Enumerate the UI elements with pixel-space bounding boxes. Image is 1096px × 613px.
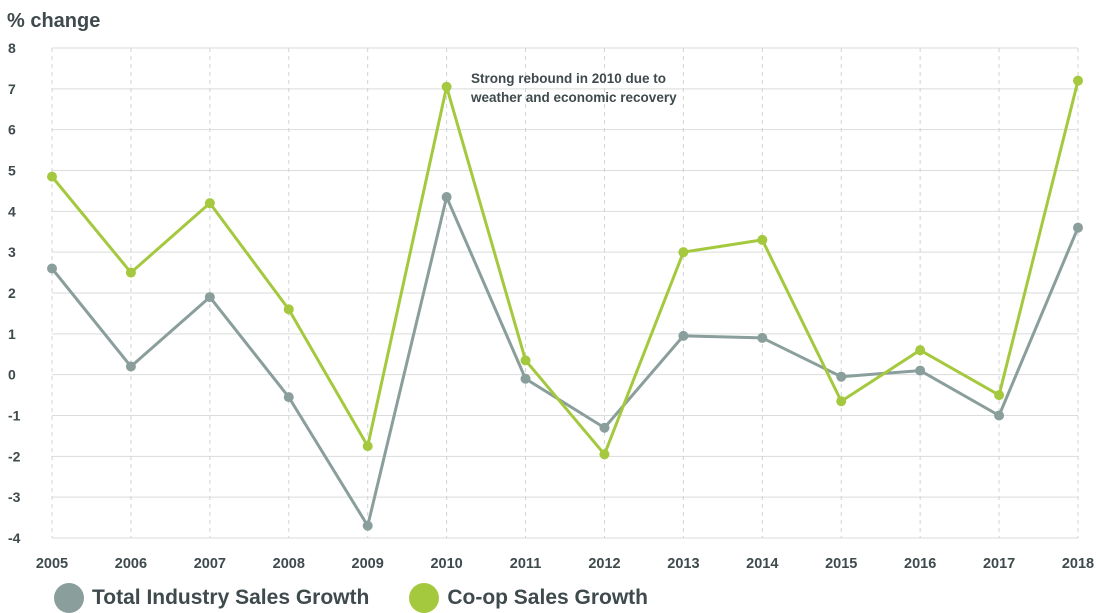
y-tick-label: 4	[8, 203, 16, 219]
legend-swatch-icon	[409, 583, 440, 613]
x-tick-label: 2005	[36, 556, 68, 572]
y-tick-label: -3	[8, 489, 21, 505]
y-axis-title: % change	[7, 10, 100, 32]
y-tick-label: 2	[8, 285, 16, 301]
grid	[51, 47, 1079, 539]
y-tick-label: 3	[8, 244, 16, 260]
data-point	[1073, 75, 1083, 86]
y-tick-label: 0	[8, 367, 16, 383]
data-point	[362, 520, 373, 531]
data-point	[283, 392, 294, 403]
data-point	[757, 332, 768, 343]
y-tick-label: -1	[8, 408, 21, 424]
x-tick-label: 2011	[510, 556, 541, 572]
x-tick-label: 2009	[352, 556, 384, 572]
x-tick-label: 2007	[194, 556, 226, 572]
series-1	[47, 192, 1083, 531]
legend-label: Total Industry Sales Growth	[92, 586, 370, 609]
x-tick-label: 2016	[904, 556, 936, 572]
x-axis-ticks: 2005 2006 2007 2008 2009 2010 2011 2012 2013 2014…	[36, 556, 1094, 572]
data-point	[757, 234, 768, 245]
data-point	[678, 247, 689, 258]
x-tick-label: 2006	[115, 556, 147, 572]
data-point	[204, 198, 215, 209]
y-tick-label: 1	[8, 326, 16, 342]
y-axis-ticks: -4 -3 -2 -1 0 1 2 3 4 5 6 7 8	[8, 40, 21, 546]
y-tick-label: 7	[8, 81, 16, 97]
data-point	[441, 81, 452, 92]
data-point	[836, 371, 847, 382]
data-point	[599, 449, 610, 460]
data-point	[441, 192, 452, 203]
series-2	[47, 75, 1083, 460]
legend-swatch-icon	[54, 583, 84, 613]
series-line	[50, 80, 1080, 456]
legend-label: Co-op Sales Growth	[447, 586, 649, 609]
y-tick-label: -4	[8, 530, 21, 546]
data-point	[836, 396, 847, 407]
data-point	[362, 441, 373, 452]
x-tick-label: 2013	[667, 556, 699, 572]
series-lines	[47, 75, 1083, 531]
legend-item: Co-op Sales Growth	[409, 583, 648, 613]
data-point	[1073, 222, 1083, 233]
chart-annotation: Strong rebound in 2010 due to weather and…	[470, 71, 677, 105]
y-tick-label: -2	[8, 448, 21, 464]
x-tick-label: 2012	[588, 556, 620, 572]
data-point	[204, 292, 215, 303]
data-point	[47, 171, 57, 182]
data-point	[47, 263, 57, 274]
annotation-line: Strong rebound in 2010 due to	[471, 71, 666, 86]
data-point	[994, 410, 1005, 421]
data-point	[915, 365, 926, 376]
data-point	[520, 355, 531, 366]
x-tick-label: 2018	[1062, 556, 1094, 572]
y-tick-label: 5	[8, 163, 16, 179]
legend: Total Industry Sales Growth Co-op Sales G…	[54, 583, 688, 613]
y-tick-label: 6	[8, 122, 16, 138]
legend-item: Total Industry Sales Growth	[54, 583, 369, 613]
series-line	[50, 195, 1080, 528]
data-point	[125, 267, 136, 278]
data-point	[678, 330, 689, 341]
data-point	[125, 361, 136, 372]
data-point	[599, 422, 610, 433]
data-point	[283, 304, 294, 315]
x-tick-label: 2015	[825, 556, 857, 572]
x-tick-label: 2010	[430, 556, 462, 572]
data-point	[994, 390, 1005, 401]
x-tick-label: 2014	[746, 556, 778, 572]
data-point	[520, 373, 531, 384]
data-point	[915, 345, 926, 356]
annotation-line: weather and economic recovery	[470, 90, 677, 105]
x-tick-label: 2008	[273, 556, 305, 572]
y-tick-label: 8	[8, 40, 16, 56]
x-tick-label: 2017	[983, 556, 1015, 572]
